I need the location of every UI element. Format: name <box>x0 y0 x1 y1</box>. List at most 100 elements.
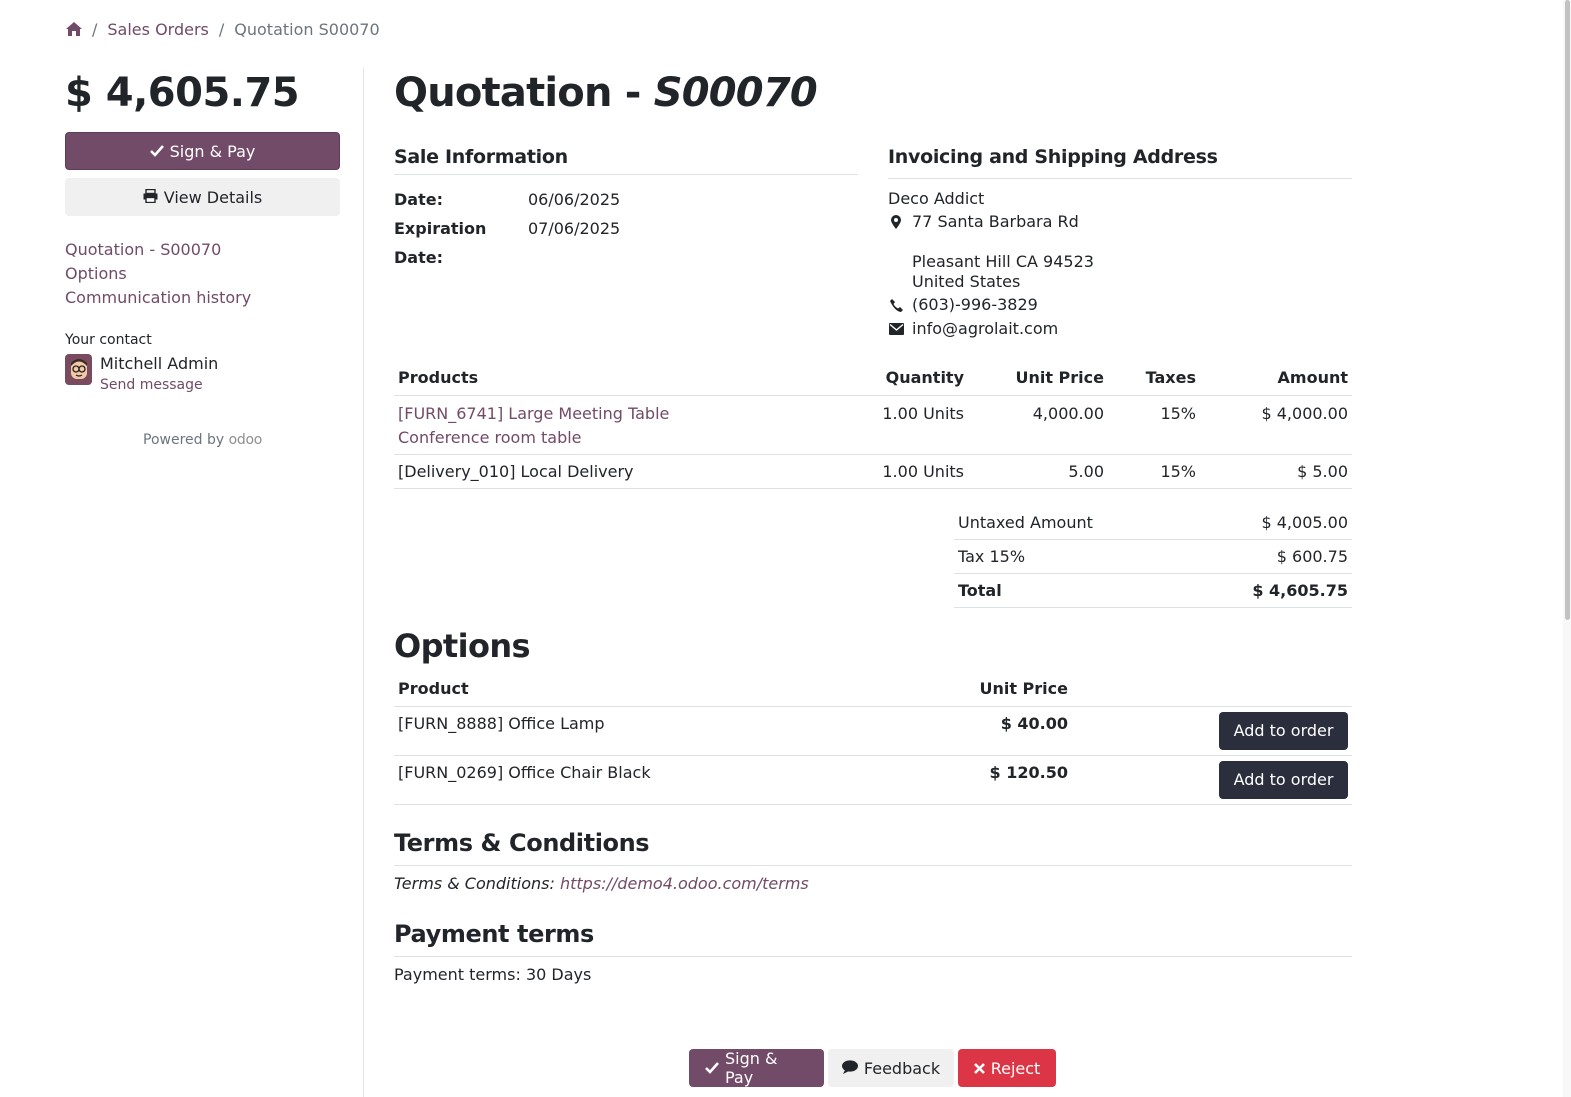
totals-table: Untaxed Amount $ 4,005.00 Tax 15% $ 600.… <box>954 505 1352 608</box>
address-email: info@agrolait.com <box>912 319 1059 338</box>
sidebar-divider <box>363 68 364 1097</box>
product-amount: $ 4,000.00 <box>1261 403 1348 423</box>
product-tax: 15% <box>1160 403 1196 423</box>
envelope-icon <box>888 323 904 335</box>
col-option-unit-price: Unit Price <box>979 679 1068 699</box>
sidebar-total-amount: $ 4,605.75 <box>65 70 300 116</box>
sidebar-link-quotation[interactable]: Quotation - S00070 <box>65 240 222 259</box>
product-description[interactable]: Conference room table <box>398 427 582 447</box>
sign-pay-button[interactable]: Sign & Pay <box>65 132 340 170</box>
options-heading: Options <box>394 627 531 665</box>
send-message-link[interactable]: Send message <box>100 377 203 393</box>
address-country: United States <box>912 272 1021 291</box>
product-amount: $ 5.00 <box>1297 461 1348 481</box>
table-row: [FURN_6741] Large Meeting Table Conferen… <box>394 395 1352 454</box>
close-icon <box>973 1059 985 1078</box>
date-label: Date: <box>394 190 443 209</box>
add-to-order-button[interactable]: Add to order <box>1219 711 1348 750</box>
feedback-label: Feedback <box>863 1058 941 1078</box>
avatar <box>65 354 92 385</box>
option-price: $ 120.50 <box>989 762 1068 782</box>
sale-information-heading: Sale Information <box>394 146 858 175</box>
terms-link[interactable]: https://demo4.odoo.com/terms <box>559 873 809 893</box>
feedback-button[interactable]: Feedback <box>828 1049 954 1087</box>
untaxed-value: $ 4,005.00 <box>1184 505 1352 540</box>
product-price: 4,000.00 <box>1032 403 1104 423</box>
table-row: [Delivery_010] Local Delivery 1.00 Units… <box>394 454 1352 488</box>
products-table: Products Quantity Unit Price Taxes Amoun… <box>394 361 1352 489</box>
phone-icon <box>888 298 904 312</box>
comment-icon <box>841 1059 858 1078</box>
map-marker-icon <box>888 215 904 229</box>
terms-label: Terms & Conditions: <box>394 873 555 893</box>
home-icon[interactable] <box>66 21 82 37</box>
col-product: Product <box>398 679 469 699</box>
check-icon <box>705 1059 719 1078</box>
scrollbar-thumb[interactable] <box>1565 0 1570 620</box>
page-title-ref: S00070 <box>653 70 818 116</box>
sign-pay-label: Sign & Pay <box>169 141 256 161</box>
footer-sign-pay-label: Sign & Pay <box>725 1049 778 1087</box>
expiration-value: 07/06/2025 <box>528 219 621 238</box>
terms-text: Terms & Conditions: https://demo4.odoo.c… <box>394 872 1352 896</box>
address-section: Invoicing and Shipping Address Deco Addi… <box>888 146 1352 339</box>
col-amount: Amount <box>1277 368 1348 388</box>
contact-name: Mitchell Admin <box>100 354 219 373</box>
page-title-prefix: Quotation - <box>394 70 654 116</box>
breadcrumb-separator: / <box>218 19 225 39</box>
sidebar: $ 4,605.75 Sign & Pay View Details Quota… <box>65 68 340 448</box>
product-name: [Delivery_010] Local Delivery <box>398 461 634 481</box>
breadcrumb-sales-orders[interactable]: Sales Orders <box>107 19 209 39</box>
view-details-label: View Details <box>163 187 263 207</box>
options-table: Product Unit Price [FURN_8888] Office La… <box>394 672 1352 805</box>
option-row: [FURN_0269] Office Chair Black $ 120.50 … <box>394 755 1352 804</box>
footer-sign-pay-button[interactable]: Sign & Pay <box>689 1049 824 1087</box>
print-icon <box>143 188 158 207</box>
product-link[interactable]: [FURN_6741] Large Meeting Table <box>398 403 670 423</box>
total-value: $ 4,605.75 <box>1184 573 1352 608</box>
option-price: $ 40.00 <box>1000 713 1068 733</box>
contact-card: Mitchell Admin Send message <box>65 354 340 394</box>
main-content: Quotation - S00070 Sale Information Date… <box>394 68 1352 987</box>
option-name: [FURN_0269] Office Chair Black <box>398 762 651 782</box>
terms-heading: Terms & Conditions <box>394 829 1352 866</box>
powered-by: Powered by odoo <box>65 432 340 448</box>
address-city: Pleasant Hill CA 94523 <box>912 252 1094 271</box>
breadcrumb-current: Quotation S00070 <box>234 19 380 39</box>
powered-by-label: Powered by <box>143 432 225 448</box>
expiration-label: Expiration Date: <box>394 219 487 267</box>
sidebar-link-options[interactable]: Options <box>65 264 127 283</box>
tax-label: Tax 15% <box>954 539 1185 574</box>
scrollbar[interactable] <box>1563 0 1571 1097</box>
payment-terms-text: Payment terms: 30 Days <box>394 964 592 984</box>
sale-information: Sale Information Date: 06/06/2025 Expirat… <box>394 146 858 339</box>
payment-terms-heading: Payment terms <box>394 920 1352 957</box>
reject-button[interactable]: Reject <box>958 1049 1056 1087</box>
product-qty: 1.00 Units <box>882 461 964 481</box>
date-value: 06/06/2025 <box>528 190 621 209</box>
product-tax: 15% <box>1160 461 1196 481</box>
address-heading: Invoicing and Shipping Address <box>888 146 1352 179</box>
col-quantity: Quantity <box>885 368 964 388</box>
page-title: Quotation - S00070 <box>394 68 1352 118</box>
reject-label: Reject <box>990 1058 1041 1078</box>
col-unit-price: Unit Price <box>1015 368 1104 388</box>
view-details-button[interactable]: View Details <box>65 178 340 216</box>
option-row: [FURN_8888] Office Lamp $ 40.00 Add to o… <box>394 706 1352 755</box>
totals-row-total: Total $ 4,605.75 <box>954 573 1352 608</box>
tax-value: $ 600.75 <box>1184 539 1352 574</box>
breadcrumb: / Sales Orders / Quotation S00070 <box>66 18 380 40</box>
product-price: 5.00 <box>1068 461 1104 481</box>
sidebar-link-communication-history[interactable]: Communication history <box>65 288 252 307</box>
breadcrumb-separator: / <box>92 19 98 39</box>
col-products: Products <box>398 368 479 388</box>
total-label: Total <box>954 573 1185 608</box>
sidebar-nav: Quotation - S00070 Options Communication… <box>65 240 340 308</box>
odoo-logo[interactable]: odoo <box>228 432 263 448</box>
add-to-order-button[interactable]: Add to order <box>1219 760 1348 799</box>
totals-row-untaxed: Untaxed Amount $ 4,005.00 <box>954 505 1352 540</box>
totals-row-tax: Tax 15% $ 600.75 <box>954 539 1352 574</box>
product-qty: 1.00 Units <box>882 403 964 423</box>
customer-name: Deco Addict <box>888 189 985 208</box>
address-street: 77 Santa Barbara Rd <box>912 212 1079 231</box>
